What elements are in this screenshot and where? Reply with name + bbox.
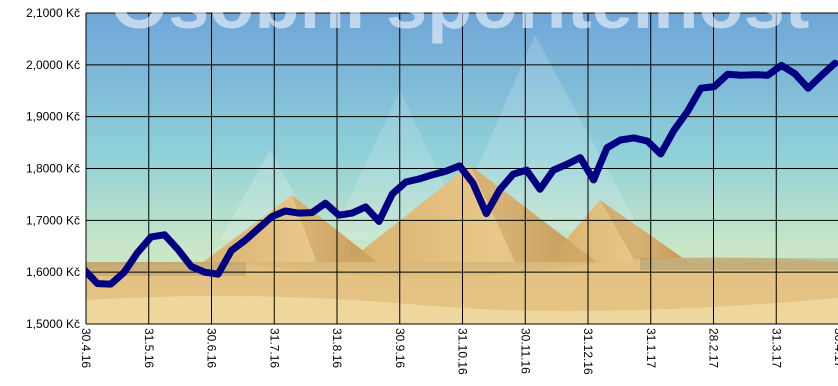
y-tick-label: 1,8000 Kč bbox=[26, 162, 80, 176]
y-tick-label: 1,5000 Kč bbox=[26, 317, 80, 331]
grid bbox=[85, 12, 838, 325]
x-tick-label: 31.12.16 bbox=[581, 328, 595, 375]
x-tick-label: 31.1.17 bbox=[644, 328, 658, 368]
x-tick-label: 31.5.16 bbox=[142, 328, 156, 368]
x-tick-label: 30.4.16 bbox=[79, 328, 93, 368]
y-tick-label: 1,7000 Kč bbox=[26, 213, 80, 227]
y-tick-label: 1,9000 Kč bbox=[26, 110, 80, 124]
x-tick-label: 31.3.17 bbox=[769, 328, 783, 368]
y-tick-label: 2,0000 Kč bbox=[26, 58, 80, 72]
watermark-text: Osobní spořitelnost bbox=[111, 0, 810, 44]
series-layer bbox=[86, 59, 838, 288]
y-tick-label: 1,6000 Kč bbox=[26, 265, 80, 279]
x-tick-label: 30.6.16 bbox=[205, 328, 219, 368]
x-tick-label: 31.10.16 bbox=[456, 328, 470, 375]
x-tick-label: 28.2.17 bbox=[707, 328, 721, 368]
y-axis-ticks: 2,1000 Kč 2,0000 Kč 1,9000 Kč 1,8000 Kč 1,70… bbox=[26, 6, 80, 331]
x-tick-label: 31.8.16 bbox=[330, 328, 344, 368]
series-line bbox=[86, 59, 838, 288]
x-tick-label: 30.4.17 bbox=[832, 328, 838, 368]
x-tick-label: 30.11.16 bbox=[518, 328, 532, 374]
y-tick-label: 2,1000 Kč bbox=[26, 6, 80, 20]
x-axis-ticks: 30.4.16 31.5.16 30.6.16 31.7.16 31.8.16 30.9.… bbox=[79, 328, 838, 375]
x-tick-label: 30.9.16 bbox=[393, 328, 407, 368]
x-tick-label: 31.7.16 bbox=[267, 328, 281, 368]
watermark: Osobní spořitelnost bbox=[111, 0, 810, 44]
